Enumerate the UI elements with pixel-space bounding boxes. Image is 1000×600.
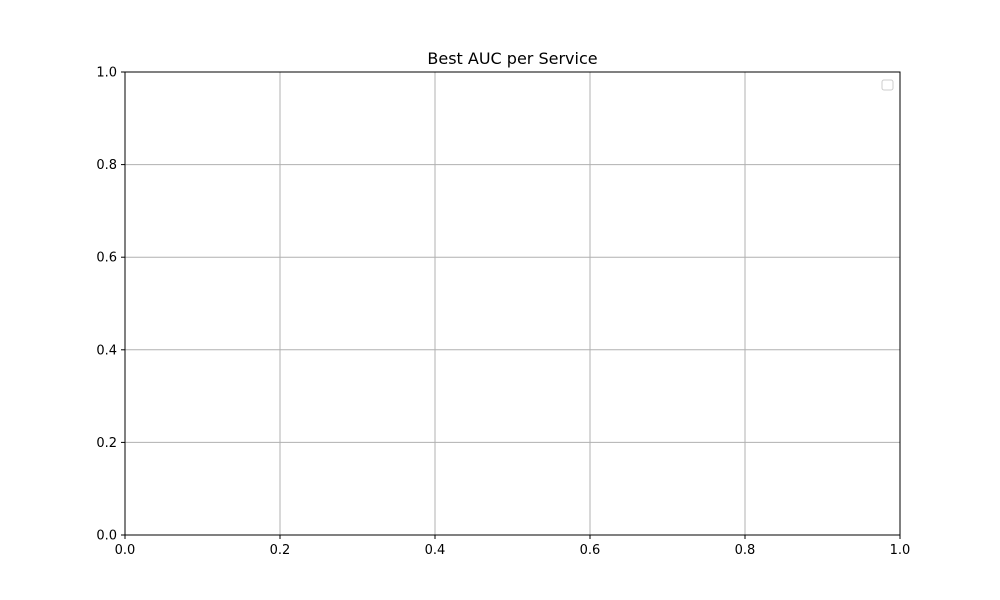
plot-area-frame bbox=[124, 71, 901, 536]
x-tick-label: 1.0 bbox=[890, 543, 911, 558]
y-tick-label: 0.4 bbox=[96, 343, 117, 358]
x-tick-label: 0.2 bbox=[270, 543, 291, 558]
x-tick-label: 0.8 bbox=[735, 543, 756, 558]
y-tick-label: 1.0 bbox=[96, 66, 117, 81]
legend-box bbox=[881, 79, 894, 91]
y-tick-label: 0.2 bbox=[96, 436, 117, 451]
y-tick-label: 0.6 bbox=[96, 251, 117, 266]
y-tick-label: 0.0 bbox=[96, 529, 117, 544]
x-tick-label: 0.4 bbox=[425, 543, 446, 558]
y-tick-label: 0.8 bbox=[96, 158, 117, 173]
chart-title: Best AUC per Service bbox=[427, 49, 597, 68]
legend bbox=[881, 79, 894, 91]
x-tick-label: 0.0 bbox=[115, 543, 136, 558]
axis-tick-labels: 0.0 0.2 0.4 0.6 0.8 1.0 0.0 0.2 0.4 0.6 0.8 1.0 bbox=[96, 66, 910, 559]
x-tick-label: 0.6 bbox=[580, 543, 601, 558]
axis-ticks bbox=[121, 71, 901, 539]
